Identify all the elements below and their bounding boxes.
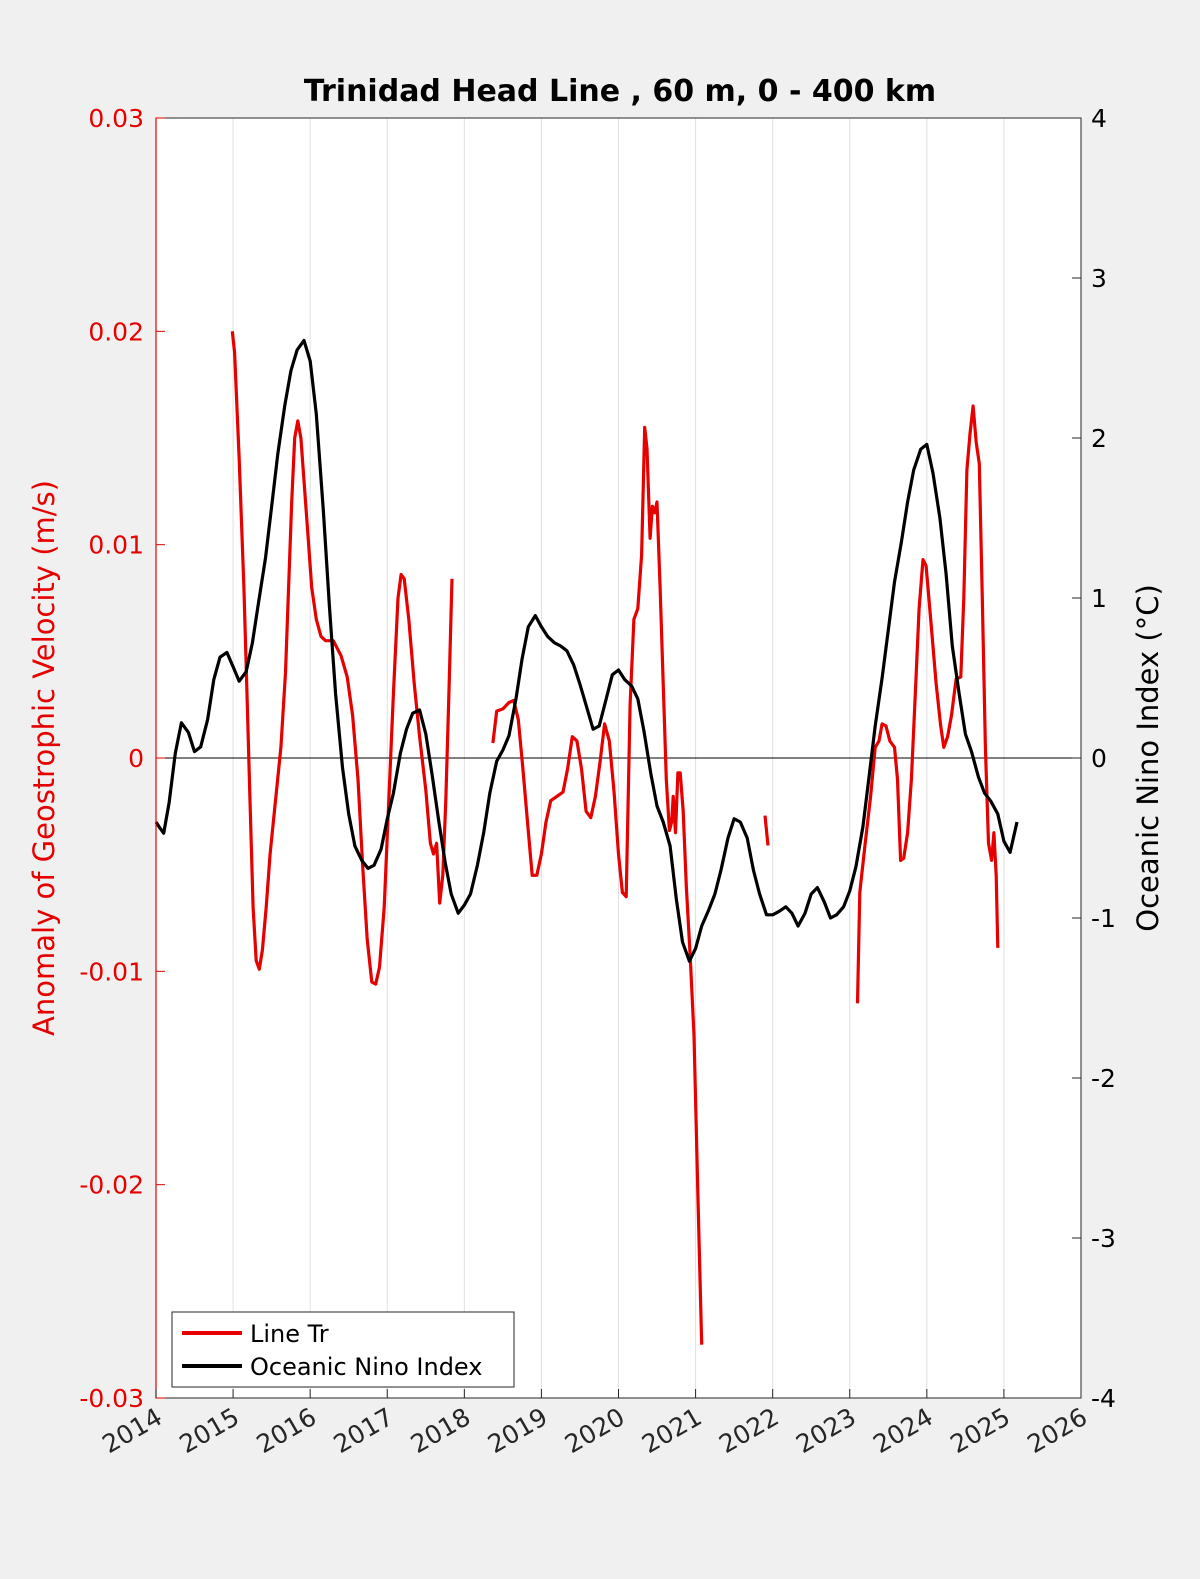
x-tick-label: 2024 (868, 1402, 938, 1459)
series-line-tr-segment-3 (855, 404, 1000, 1004)
x-tick-label: 2021 (637, 1402, 707, 1459)
legend-box (171, 1311, 515, 1388)
chart-title: Trinidad Head Line , 60 m, 0 - 400 km (304, 74, 936, 109)
right-y-axis: -4 -3 -2 -1 0 1 2 3 4 (1072, 104, 1116, 1413)
left-y-tick-label: 0.01 (88, 531, 144, 560)
left-y-tick-label: 0.02 (88, 317, 144, 346)
x-tick-label: 2025 (945, 1402, 1015, 1459)
right-y-tick-label: -1 (1091, 904, 1116, 933)
right-y-tick-label: 4 (1091, 104, 1107, 133)
right-y-tick-label: 1 (1091, 584, 1107, 613)
left-y-tick-label: -0.02 (79, 1171, 144, 1200)
left-y-tick-label: 0.03 (88, 104, 144, 133)
x-tick-label: 2018 (406, 1402, 476, 1459)
x-axis: 2014 2015 2016 2017 2018 2019 2020 2021 2022 2023… (97, 1389, 1092, 1459)
x-tick-label: 2020 (560, 1402, 630, 1459)
legend-label-oni: Oceanic Nino Index (250, 1353, 482, 1381)
left-y-axis-label: Anomaly of Geostrophic Velocity (m/s) (27, 480, 61, 1036)
left-y-tick-label: 0 (128, 744, 144, 773)
left-y-axis: -0.03 -0.02 -0.01 0 0.01 0.02 0.03 (79, 104, 165, 1413)
x-tick-label: 2023 (791, 1402, 861, 1459)
left-y-tick-label: -0.01 (79, 957, 144, 986)
right-y-tick-label: 0 (1091, 744, 1107, 773)
x-tick-label: 2026 (1022, 1402, 1092, 1459)
x-tick-label: 2015 (174, 1402, 244, 1459)
legend: Line Tr Oceanic Nino Index (171, 1311, 515, 1388)
right-y-axis-label: Oceanic Nino Index (°C) (1131, 584, 1165, 932)
right-y-tick-label: -4 (1091, 1384, 1116, 1413)
right-y-tick-label: -2 (1091, 1064, 1116, 1093)
legend-label-line-tr: Line Tr (250, 1320, 329, 1348)
x-tick-label: 2016 (252, 1402, 322, 1459)
series-layer (154, 331, 1019, 1345)
x-tick-label: 2022 (714, 1402, 784, 1459)
series-line-tr-segment-0 (230, 331, 454, 986)
series-line-tr-segment-1 (491, 425, 704, 1345)
x-tick-label: 2017 (329, 1402, 399, 1459)
x-tick-label: 2019 (483, 1402, 553, 1459)
right-y-tick-label: 2 (1091, 424, 1107, 453)
right-y-tick-label: -3 (1091, 1224, 1116, 1253)
left-y-tick-label: -0.03 (79, 1384, 144, 1413)
series-line-tr-segment-2 (763, 815, 770, 846)
series-oceanic-nino-index (154, 338, 1019, 963)
right-y-tick-label: 3 (1091, 264, 1107, 293)
